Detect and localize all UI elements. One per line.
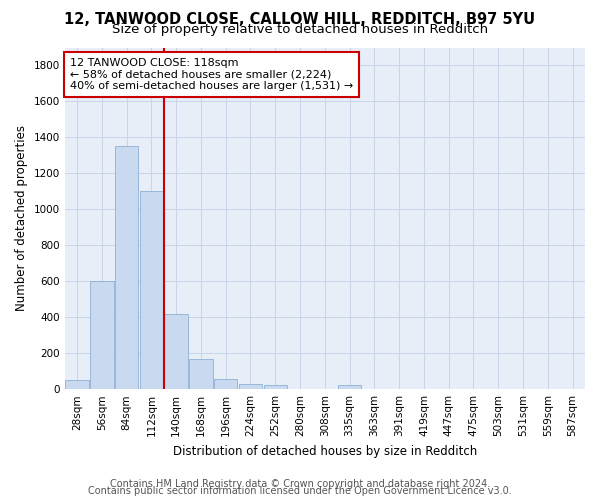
Bar — [65, 380, 89, 389]
Bar — [239, 384, 262, 389]
Text: Contains HM Land Registry data © Crown copyright and database right 2024.: Contains HM Land Registry data © Crown c… — [110, 479, 490, 489]
Bar — [189, 358, 213, 389]
Bar — [338, 384, 361, 389]
X-axis label: Distribution of detached houses by size in Redditch: Distribution of detached houses by size … — [173, 444, 477, 458]
Y-axis label: Number of detached properties: Number of detached properties — [15, 126, 28, 312]
Bar — [164, 314, 188, 389]
Bar — [115, 146, 139, 389]
Text: Contains public sector information licensed under the Open Government Licence v3: Contains public sector information licen… — [88, 486, 512, 496]
Bar — [140, 192, 163, 389]
Bar — [263, 384, 287, 389]
Text: Size of property relative to detached houses in Redditch: Size of property relative to detached ho… — [112, 22, 488, 36]
Bar — [214, 380, 238, 389]
Text: 12 TANWOOD CLOSE: 118sqm
← 58% of detached houses are smaller (2,224)
40% of sem: 12 TANWOOD CLOSE: 118sqm ← 58% of detach… — [70, 58, 353, 91]
Bar — [90, 282, 113, 389]
Text: 12, TANWOOD CLOSE, CALLOW HILL, REDDITCH, B97 5YU: 12, TANWOOD CLOSE, CALLOW HILL, REDDITCH… — [64, 12, 536, 28]
